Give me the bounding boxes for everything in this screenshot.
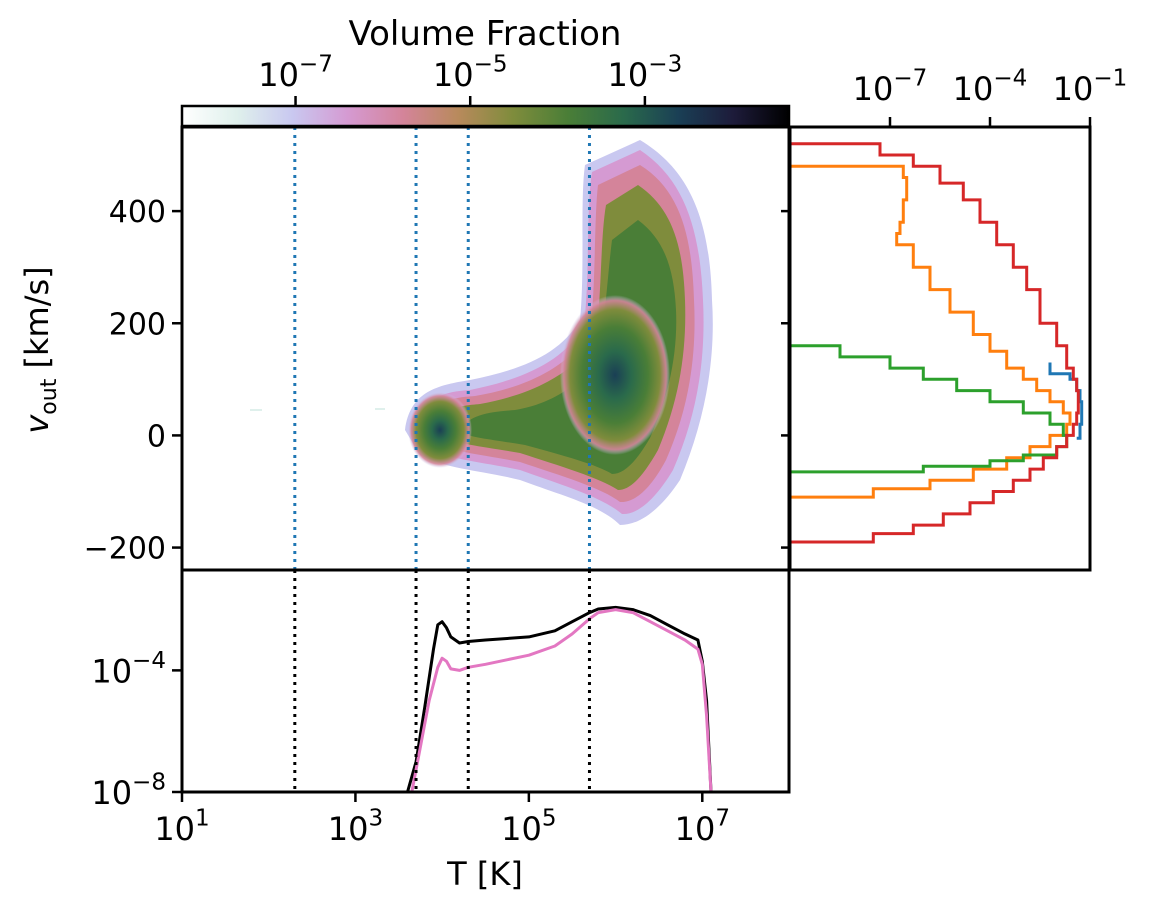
- velocity-distribution-panel: 10−7 10−4 10−1: [788, 66, 1128, 572]
- right-frame: [788, 125, 1092, 572]
- y-axis-label: vout [km/s]: [18, 266, 62, 433]
- colorbar-title: Volume Fraction: [349, 14, 622, 54]
- colorbar: Volume Fraction 10−7 10−5 10−3: [180, 14, 791, 128]
- x-tick-label: 107: [675, 806, 730, 848]
- colorbar-gradient: [180, 104, 791, 128]
- right-x-tick-label: 10−7: [853, 66, 928, 108]
- velocity-series-line-0: [1048, 362, 1084, 440]
- heatmap-image: [250, 140, 713, 525]
- right-x-tick-label: 10−4: [953, 66, 1028, 108]
- bottom-y-tick-label: 10−4: [91, 648, 166, 690]
- velocity-series-line-1: [790, 160, 1072, 499]
- bottom-series-line-0: [406, 605, 713, 792]
- bottom-ticks: 101 103 105 107 10−8 10−4: [91, 648, 730, 848]
- x-tick-label: 103: [328, 806, 383, 848]
- y-tick-label: −200: [84, 532, 166, 567]
- x-axis-label: T [K]: [446, 855, 523, 893]
- bottom-series-line-1: [410, 608, 713, 792]
- colorbar-tick-label: 10−3: [608, 52, 683, 94]
- heatmap-panel: −200 0 200 400 vout [km/s]: [18, 125, 791, 572]
- cold-clump-core: [408, 392, 472, 468]
- warm-band-region: [405, 140, 713, 525]
- right-x-tick-label: 10−1: [1053, 66, 1128, 108]
- y-tick-label: 200: [109, 307, 166, 342]
- bottom-frame: [180, 568, 791, 794]
- colorbar-tick-label: 10−7: [258, 52, 333, 94]
- x-tick-label: 101: [154, 806, 209, 848]
- right-ticks: 10−7 10−4 10−1: [853, 66, 1128, 127]
- bottom-series: [406, 605, 713, 792]
- heatmap-yticks: −200 0 200 400: [84, 195, 789, 567]
- velocity-series-line-3: [790, 138, 1080, 544]
- colorbar-ticks: 10−7 10−5 10−3: [258, 52, 682, 106]
- hot-plume-core: [560, 295, 670, 455]
- y-tick-label: 0: [147, 419, 166, 454]
- x-tick-label: 105: [501, 806, 556, 848]
- bottom-y-tick-label: 10−8: [91, 770, 166, 812]
- y-tick-label: 400: [109, 195, 166, 230]
- velocity-series-line-2: [790, 337, 1069, 474]
- temperature-distribution-panel: 101 103 105 107 10−8 10−4 T [K]: [91, 568, 791, 893]
- bottom-vlines: [293, 570, 591, 792]
- colorbar-tick-label: 10−5: [433, 52, 508, 94]
- heatmap-vlines: [293, 127, 591, 570]
- right-series: [790, 138, 1084, 544]
